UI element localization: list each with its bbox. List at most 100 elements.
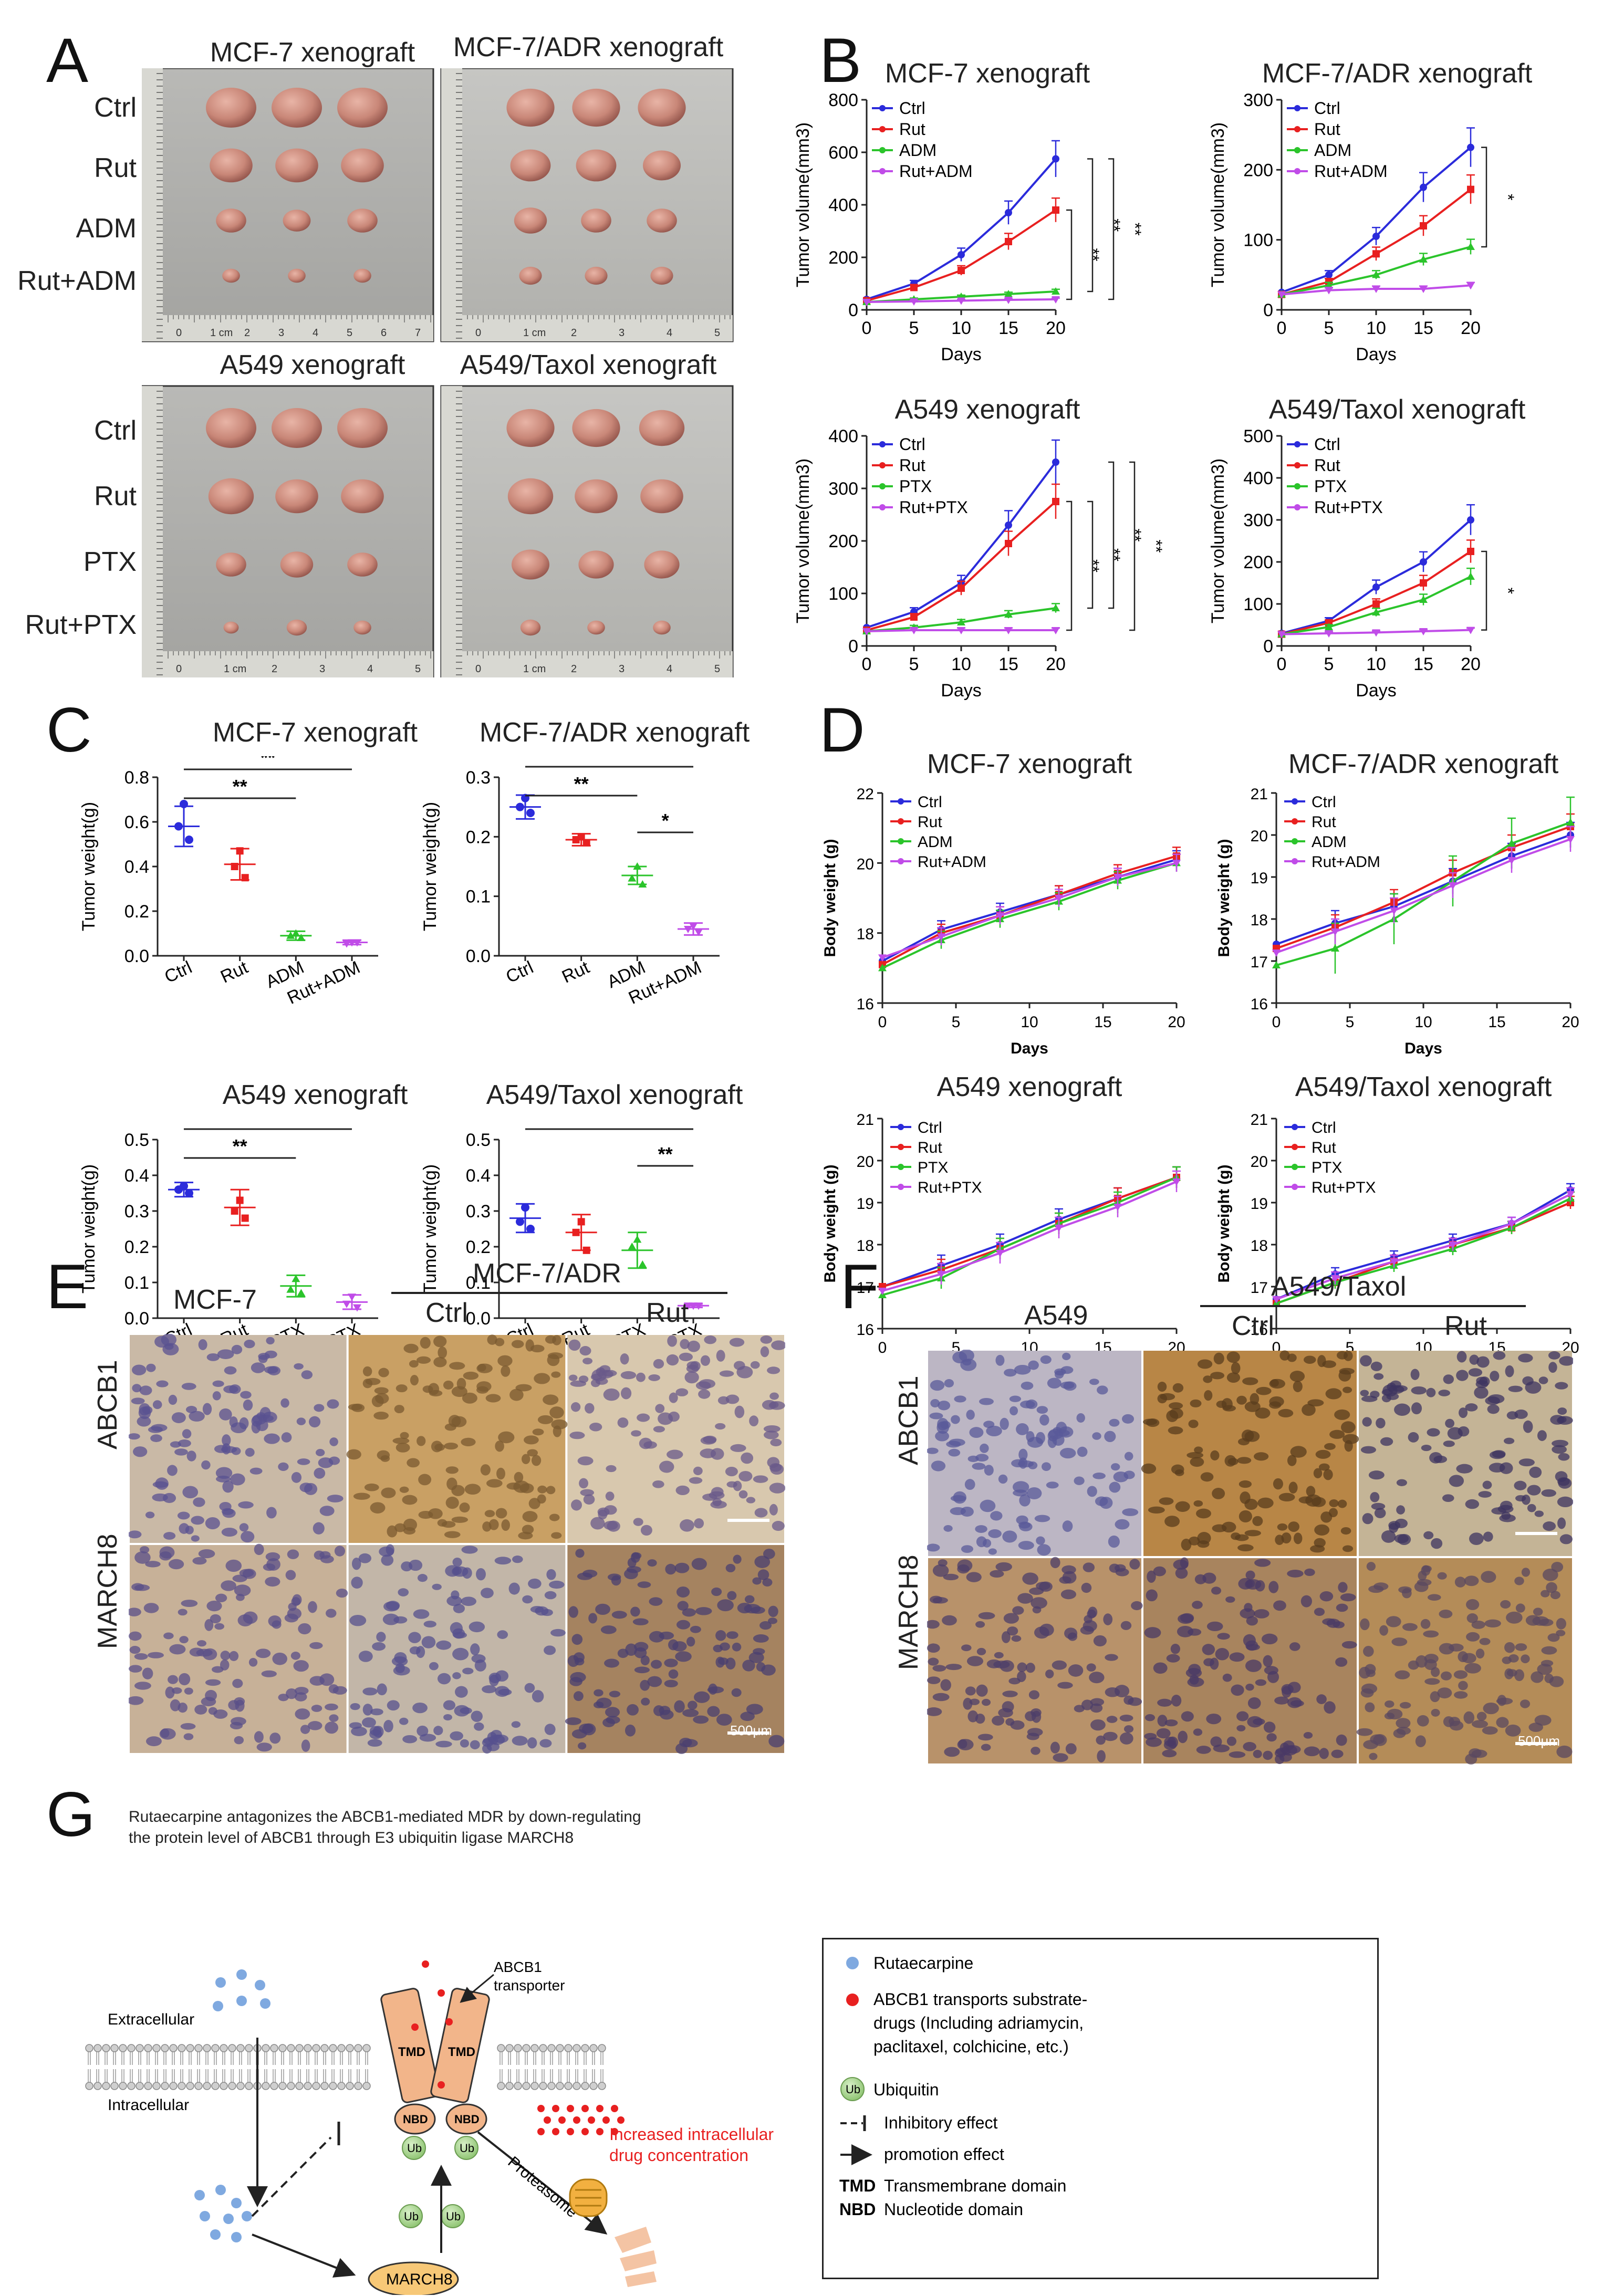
ruler-label: 5 <box>347 327 352 339</box>
cell-nucleus <box>527 1449 538 1457</box>
lipid-head <box>169 2044 178 2052</box>
ihc-f-col2: Rut <box>1444 1311 1487 1341</box>
data-point <box>1420 222 1427 229</box>
cell-nucleus <box>1278 1408 1294 1417</box>
data-point <box>684 926 692 933</box>
cell-nucleus <box>573 1691 584 1702</box>
legend-symbols: Ub Rutaecarpine ABCB1 transports substra… <box>839 1954 1087 2219</box>
cell-nucleus <box>362 1379 373 1389</box>
cell-nucleus <box>1090 1703 1103 1713</box>
cell-nucleus <box>1022 1572 1038 1585</box>
lipid-head <box>211 2044 220 2052</box>
cell-nucleus <box>1288 1481 1298 1494</box>
cell-nucleus <box>641 1697 650 1706</box>
data-point <box>297 934 306 941</box>
drug-dot <box>581 2128 589 2135</box>
x-tick-label: 20 <box>1168 1014 1185 1031</box>
cell-nucleus <box>394 1523 406 1532</box>
cell-nucleus <box>429 1390 443 1396</box>
cell-nucleus <box>1119 1732 1133 1745</box>
cell-nucleus <box>254 1543 264 1556</box>
cell-nucleus <box>452 1628 465 1639</box>
cell-nucleus <box>1193 1728 1203 1736</box>
cell-nucleus <box>684 1371 699 1384</box>
cell-nucleus <box>350 1703 360 1710</box>
cell-nucleus <box>752 1577 762 1585</box>
cell-nucleus <box>351 1557 361 1570</box>
cell-nucleus <box>1119 1714 1133 1722</box>
cell-nucleus <box>1042 1462 1051 1471</box>
data-point <box>1325 281 1333 289</box>
cell-nucleus <box>511 1340 524 1349</box>
legend-text: Rutaecarpine <box>873 1954 973 1973</box>
lipid-head <box>262 2044 270 2052</box>
y-tick-label: 0.1 <box>466 1273 491 1293</box>
cell-nucleus <box>537 1485 547 1494</box>
cell-nucleus <box>1169 1408 1183 1419</box>
cell-nucleus <box>1245 1640 1258 1651</box>
data-point <box>1372 629 1380 637</box>
cell-nucleus <box>659 1460 674 1473</box>
cell-nucleus <box>476 1568 486 1581</box>
significance-label: * <box>662 810 669 831</box>
cell-nucleus <box>196 1648 213 1657</box>
cell-nucleus <box>746 1497 756 1504</box>
cell-nucleus <box>1329 1499 1339 1507</box>
cell-nucleus <box>446 1477 457 1490</box>
cell-nucleus <box>725 1466 738 1477</box>
legend-marker <box>1292 798 1298 805</box>
lipid-head <box>581 2082 589 2090</box>
ruler-label: 4 <box>667 663 672 675</box>
tumor-icon <box>575 479 618 514</box>
cell-nucleus <box>497 1630 508 1639</box>
cell-nucleus <box>346 1449 361 1460</box>
cell-nucleus <box>1029 1587 1044 1595</box>
cell-nucleus <box>1181 1711 1194 1722</box>
cell-nucleus <box>1408 1432 1419 1443</box>
data-point <box>526 809 535 817</box>
cell-nucleus <box>308 1721 322 1730</box>
cell-nucleus <box>272 1620 282 1629</box>
cell-nucleus <box>1181 1538 1192 1551</box>
lipid-head <box>136 2044 144 2052</box>
cell-nucleus <box>744 1595 755 1604</box>
cell-nucleus <box>231 1344 243 1354</box>
cell-nucleus <box>1453 1670 1468 1679</box>
ubiquitin-icon <box>840 2077 865 2101</box>
cell-nucleus <box>1371 1502 1386 1510</box>
cell-nucleus <box>450 1731 463 1741</box>
data-point <box>185 1189 193 1197</box>
lipid-bilayer <box>85 2044 606 2090</box>
ruler-label: 0 <box>475 327 481 339</box>
cell-nucleus <box>1039 1414 1049 1426</box>
legend-label: Rut+ADM <box>1314 162 1388 181</box>
cell-nucleus <box>1482 1726 1498 1735</box>
cell-nucleus <box>286 1688 298 1699</box>
drug-dot <box>611 2128 618 2135</box>
cell-nucleus <box>1515 1603 1525 1613</box>
cell-nucleus <box>159 1546 175 1559</box>
rutaecarpine-dot <box>236 1996 247 2006</box>
cell-nucleus <box>1046 1481 1059 1489</box>
data-point <box>1052 296 1060 304</box>
cell-nucleus <box>1054 1429 1070 1437</box>
data-point <box>937 1271 945 1278</box>
y-axis-label: Tumor volume(mm3) <box>793 122 813 287</box>
x-tick-label: 10 <box>951 318 971 338</box>
cell-nucleus <box>1129 1559 1140 1570</box>
lipid-head <box>505 2044 514 2052</box>
x-axis-label: Days <box>941 345 981 364</box>
cell-nucleus <box>1196 1746 1211 1754</box>
cell-nucleus <box>1365 1702 1375 1713</box>
cell-nucleus <box>137 1416 151 1427</box>
cell-nucleus <box>370 1708 383 1716</box>
cell-nucleus <box>139 1385 152 1395</box>
cell-nucleus <box>760 1335 773 1344</box>
cell-nucleus <box>512 1736 528 1746</box>
cell-nucleus <box>1538 1376 1548 1384</box>
y-tick-label: 400 <box>1243 468 1273 488</box>
significance-label: ** <box>233 1135 247 1157</box>
cell-nucleus <box>435 1740 452 1748</box>
cell-nucleus <box>547 1354 560 1366</box>
